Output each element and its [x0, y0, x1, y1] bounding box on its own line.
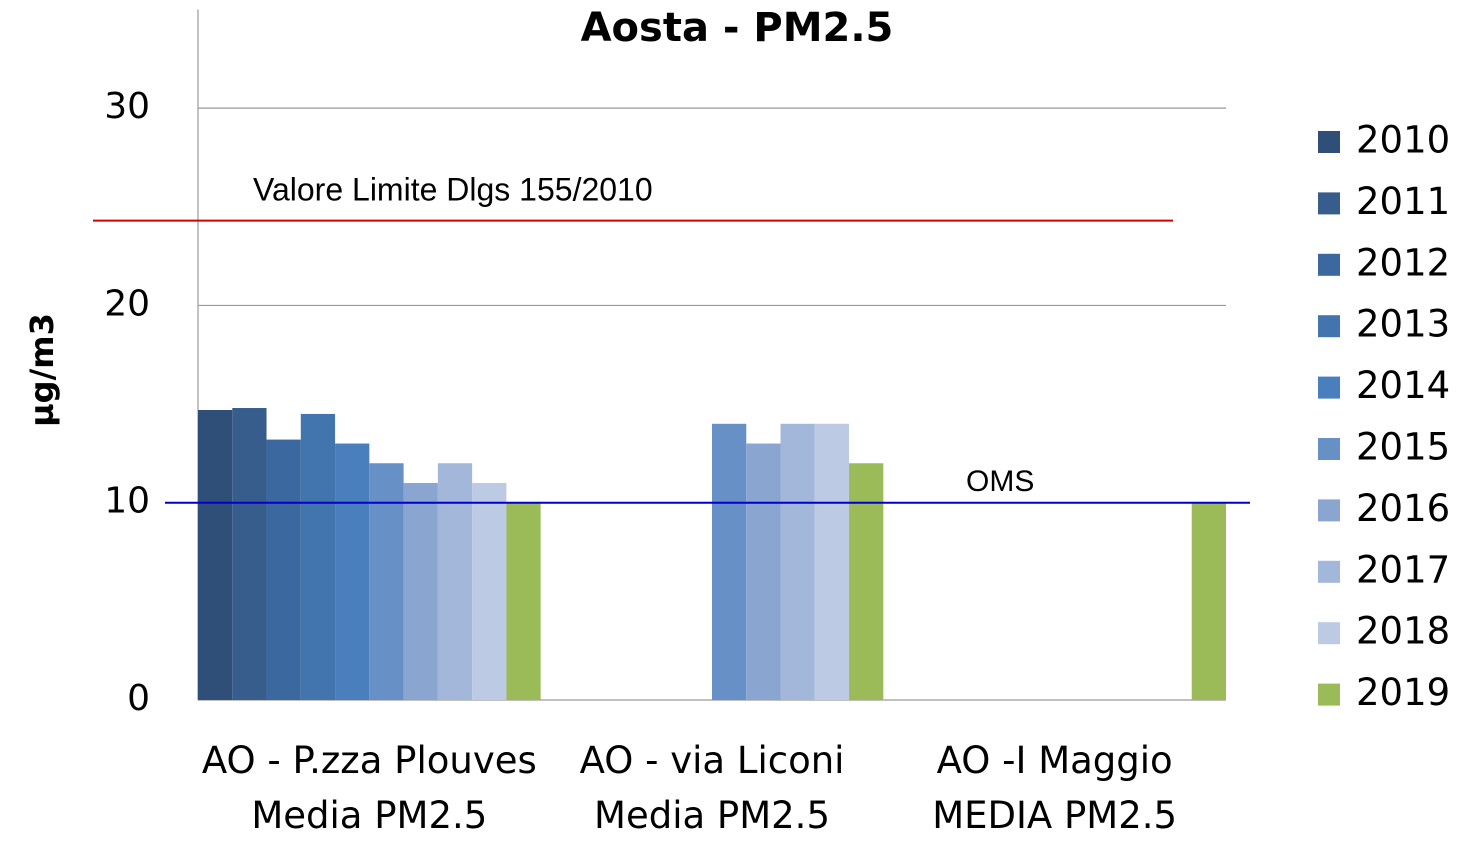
- legend-label: 2012: [1356, 241, 1450, 284]
- bar: [506, 502, 541, 700]
- bar: [403, 482, 438, 700]
- legend-label: 2019: [1356, 671, 1450, 714]
- x-tick-label: AO - P.zza Plouves Media PM2.5: [201, 739, 537, 837]
- legend-swatch: [1318, 376, 1340, 399]
- legend-swatch: [1318, 438, 1340, 460]
- reference-label: Valore Limite Dlgs 155/2010: [253, 171, 653, 207]
- bar: [780, 423, 815, 700]
- legend-swatch: [1318, 499, 1340, 522]
- bar: [712, 423, 747, 700]
- legend-label: 2014: [1356, 364, 1450, 407]
- bar: [746, 443, 781, 700]
- legend-swatch: [1318, 253, 1340, 276]
- legend-swatch: [1318, 683, 1340, 706]
- bar: [266, 439, 301, 700]
- legend-label: 2010: [1356, 119, 1450, 162]
- legend-label: 2016: [1356, 487, 1450, 530]
- bar: [472, 482, 507, 700]
- reference-label: OMS: [966, 465, 1034, 498]
- bar: [300, 413, 336, 700]
- legend-swatch: [1318, 192, 1340, 215]
- y-tick-label: 0: [127, 678, 150, 719]
- bar: [198, 409, 233, 700]
- x-tick-label: AO - via Liconi Media PM2.5: [579, 739, 845, 837]
- legend-swatch: [1318, 315, 1340, 338]
- chart-title: Aosta - PM2.5: [581, 5, 894, 51]
- bar: [437, 463, 473, 700]
- legend-swatch: [1318, 131, 1340, 153]
- legend-label: 2017: [1356, 548, 1450, 591]
- y-tick-label: 10: [104, 481, 150, 522]
- legend-swatch: [1318, 560, 1340, 583]
- legend-label: 2018: [1356, 610, 1450, 653]
- bar: [335, 443, 370, 700]
- legend-label: 2015: [1356, 426, 1450, 469]
- y-tick-label: 30: [104, 86, 150, 127]
- x-tick-label: AO -I Maggio MEDIA PM2.5: [932, 739, 1178, 837]
- legend-swatch: [1318, 622, 1340, 645]
- y-tick-label: 20: [104, 283, 150, 324]
- bar: [1191, 502, 1226, 700]
- legend-label: 2013: [1356, 303, 1450, 346]
- bar: [232, 408, 267, 700]
- bar: [369, 463, 404, 700]
- legend-label: 2011: [1356, 180, 1450, 223]
- bar: [849, 463, 884, 700]
- bar: [814, 423, 850, 700]
- y-axis-label: µg/m3: [23, 313, 61, 427]
